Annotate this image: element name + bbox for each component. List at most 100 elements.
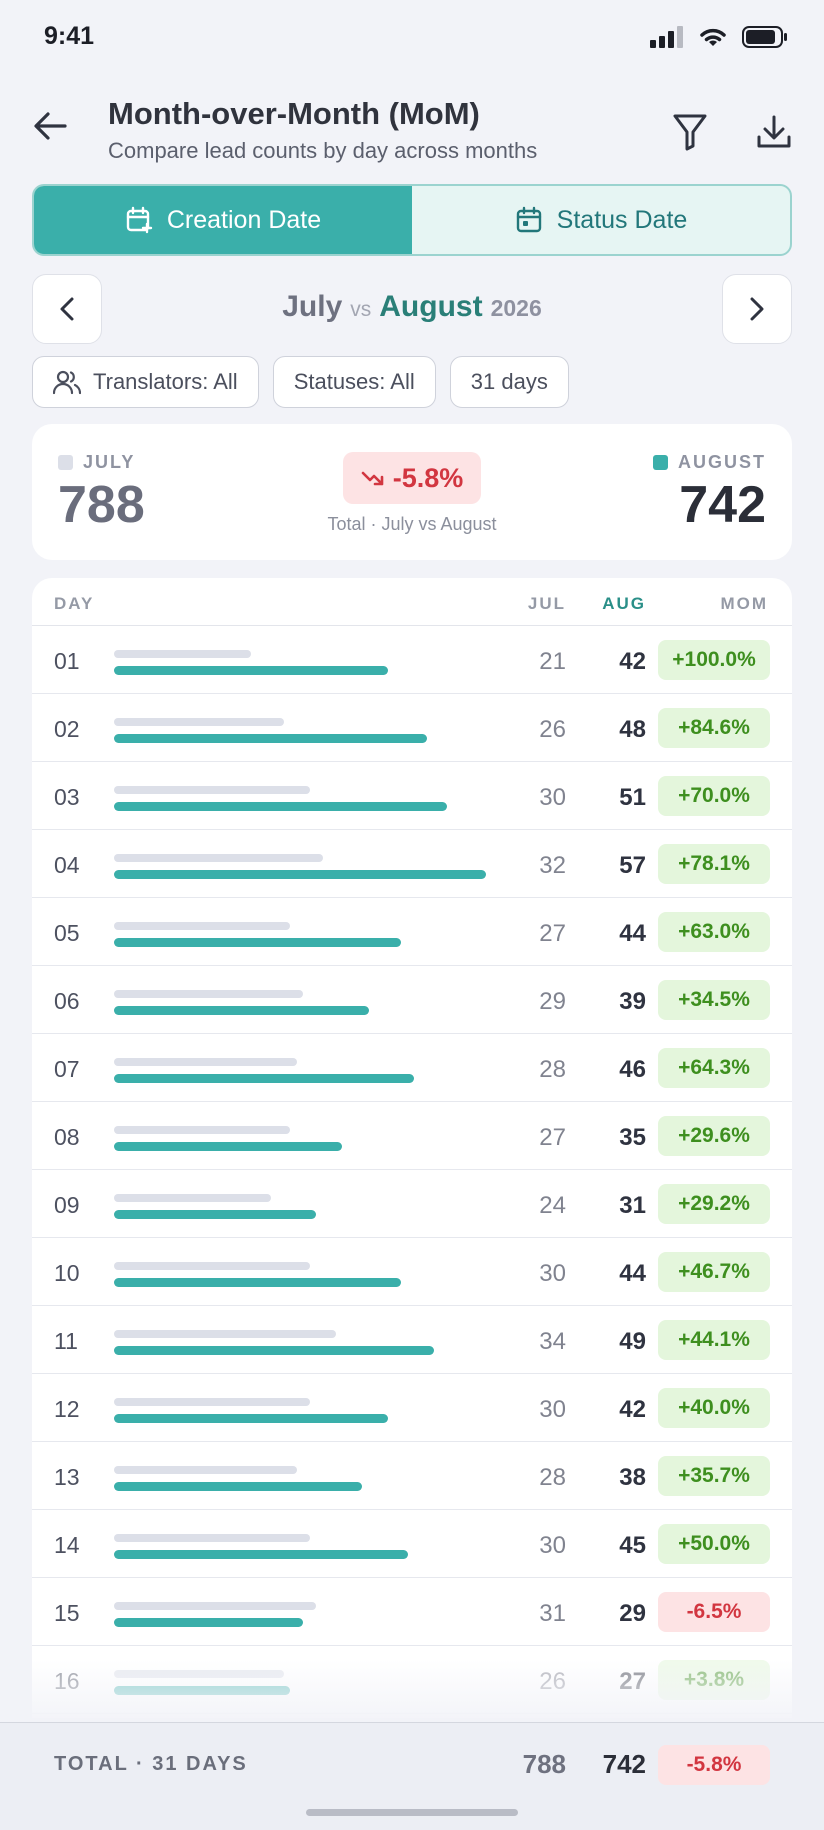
bar-august [114, 1346, 434, 1355]
table-row[interactable]: 03 30 51 +70.0% [32, 762, 792, 830]
bar-august [114, 1482, 362, 1491]
signal-icon [650, 26, 683, 48]
row-day: 15 [54, 1600, 80, 1626]
row-day: 10 [54, 1260, 80, 1286]
filter-chips: Translators: All Statuses: All 31 days [32, 356, 569, 408]
table-row[interactable]: 11 34 49 +44.1% [32, 1306, 792, 1374]
row-jul-value: 30 [539, 784, 566, 811]
back-button[interactable] [30, 106, 70, 146]
bar-august [114, 1278, 401, 1287]
status-icons [650, 26, 788, 48]
row-day: 06 [54, 988, 80, 1014]
bar-july [114, 1262, 310, 1270]
bar-july [114, 854, 323, 862]
row-aug-value: 44 [619, 920, 646, 947]
row-aug-value: 48 [619, 716, 646, 743]
row-jul-value: 28 [539, 1056, 566, 1083]
bar-july [114, 786, 310, 794]
row-jul-value: 27 [539, 920, 566, 947]
days-chip[interactable]: 31 days [449, 356, 569, 408]
row-mom-badge: +84.6% [658, 708, 770, 748]
row-mom-badge: +29.6% [658, 1116, 770, 1156]
bar-august [114, 734, 427, 743]
next-month-button[interactable] [722, 274, 792, 344]
year-label: 2026 [490, 295, 542, 321]
bar-july [114, 1398, 310, 1406]
delta-value: -5.8% [392, 462, 464, 493]
row-jul-value: 21 [539, 648, 566, 675]
table-row[interactable]: 14 30 45 +50.0% [32, 1510, 792, 1578]
status-bar: 9:41 [0, 0, 824, 80]
header-jul: JUL [527, 594, 566, 613]
table-row[interactable]: 09 24 31 +29.2% [32, 1170, 792, 1238]
status-time: 9:41 [44, 22, 95, 50]
header-mom: MOM [720, 594, 768, 613]
row-mom-badge: +29.2% [658, 1184, 770, 1224]
header-day: DAY [54, 594, 95, 613]
calendar-plus-icon [126, 206, 153, 234]
previous-month-button[interactable] [32, 274, 102, 344]
table-row[interactable]: 02 26 48 +84.6% [32, 694, 792, 762]
row-aug-value: 49 [619, 1328, 646, 1355]
home-indicator[interactable] [306, 1809, 518, 1816]
row-jul-value: 30 [539, 1260, 566, 1287]
row-aug-value: 42 [619, 1396, 646, 1423]
row-day: 14 [54, 1532, 80, 1558]
row-jul-value: 31 [539, 1600, 566, 1627]
row-jul-value: 26 [539, 716, 566, 743]
bar-august [114, 802, 447, 811]
august-total-value: 742 [679, 476, 766, 534]
row-aug-value: 51 [619, 784, 646, 811]
tab-creation-date[interactable]: Creation Date [34, 186, 412, 254]
month-b: August [379, 290, 483, 323]
bar-july [114, 1058, 297, 1066]
row-mom-badge: +44.1% [658, 1320, 770, 1360]
row-aug-value: 46 [619, 1056, 646, 1083]
row-aug-value: 35 [619, 1124, 646, 1151]
trend-down-icon [361, 471, 384, 486]
table-row[interactable]: 12 30 42 +40.0% [32, 1374, 792, 1442]
july-legend-swatch [58, 455, 73, 470]
table-body: 01 21 42 +100.0% 02 26 48 +84.6% 03 30 51 +70.0% 04 3… [32, 626, 792, 1714]
table-row[interactable]: 08 27 35 +29.6% [32, 1102, 792, 1170]
row-aug-value: 38 [619, 1464, 646, 1491]
daily-comparison-table[interactable]: DAY JUL AUG MOM 01 21 42 +100.0% 02 26 48 +84.6… [32, 578, 792, 1718]
download-button[interactable] [752, 110, 796, 154]
footer-label: TOTAL · 31 DAYS [54, 1753, 248, 1775]
month-a: July [282, 290, 343, 323]
row-mom-badge: +46.7% [658, 1252, 770, 1292]
table-row[interactable]: 01 21 42 +100.0% [32, 626, 792, 694]
bar-july [114, 650, 251, 658]
row-day: 08 [54, 1124, 80, 1150]
row-mom-badge: +35.7% [658, 1456, 770, 1496]
statuses-chip[interactable]: Statuses: All [272, 356, 436, 408]
table-row[interactable]: 06 29 39 +34.5% [32, 966, 792, 1034]
date-type-segmented-control: Creation Date Status Date [32, 184, 792, 256]
row-day: 01 [54, 648, 80, 674]
bar-august [114, 1142, 342, 1151]
filter-button[interactable] [668, 110, 712, 154]
table-row[interactable]: 13 28 38 +35.7% [32, 1442, 792, 1510]
bar-august [114, 1210, 316, 1219]
bar-july [114, 1534, 310, 1542]
row-mom-badge: +40.0% [658, 1388, 770, 1428]
row-aug-value: 45 [619, 1532, 646, 1559]
bar-july [114, 922, 290, 930]
table-row[interactable]: 10 30 44 +46.7% [32, 1238, 792, 1306]
row-day: 11 [54, 1328, 78, 1354]
translators-chip[interactable]: Translators: All [32, 356, 259, 408]
row-aug-value: 44 [619, 1260, 646, 1287]
row-jul-value: 28 [539, 1464, 566, 1491]
row-day: 07 [54, 1056, 80, 1082]
table-row[interactable]: 04 32 57 +78.1% [32, 830, 792, 898]
footer-jul-total: 788 [522, 1749, 566, 1779]
row-day: 09 [54, 1192, 80, 1218]
row-jul-value: 29 [539, 988, 566, 1015]
tab-status-date[interactable]: Status Date [412, 186, 790, 254]
row-mom-badge: +78.1% [658, 844, 770, 884]
table-row[interactable]: 05 27 44 +63.0% [32, 898, 792, 966]
table-row[interactable]: 07 28 46 +64.3% [32, 1034, 792, 1102]
table-row[interactable]: 15 31 29 -6.5% [32, 1578, 792, 1646]
vs-label: vs [350, 298, 372, 321]
row-day: 02 [54, 716, 80, 742]
